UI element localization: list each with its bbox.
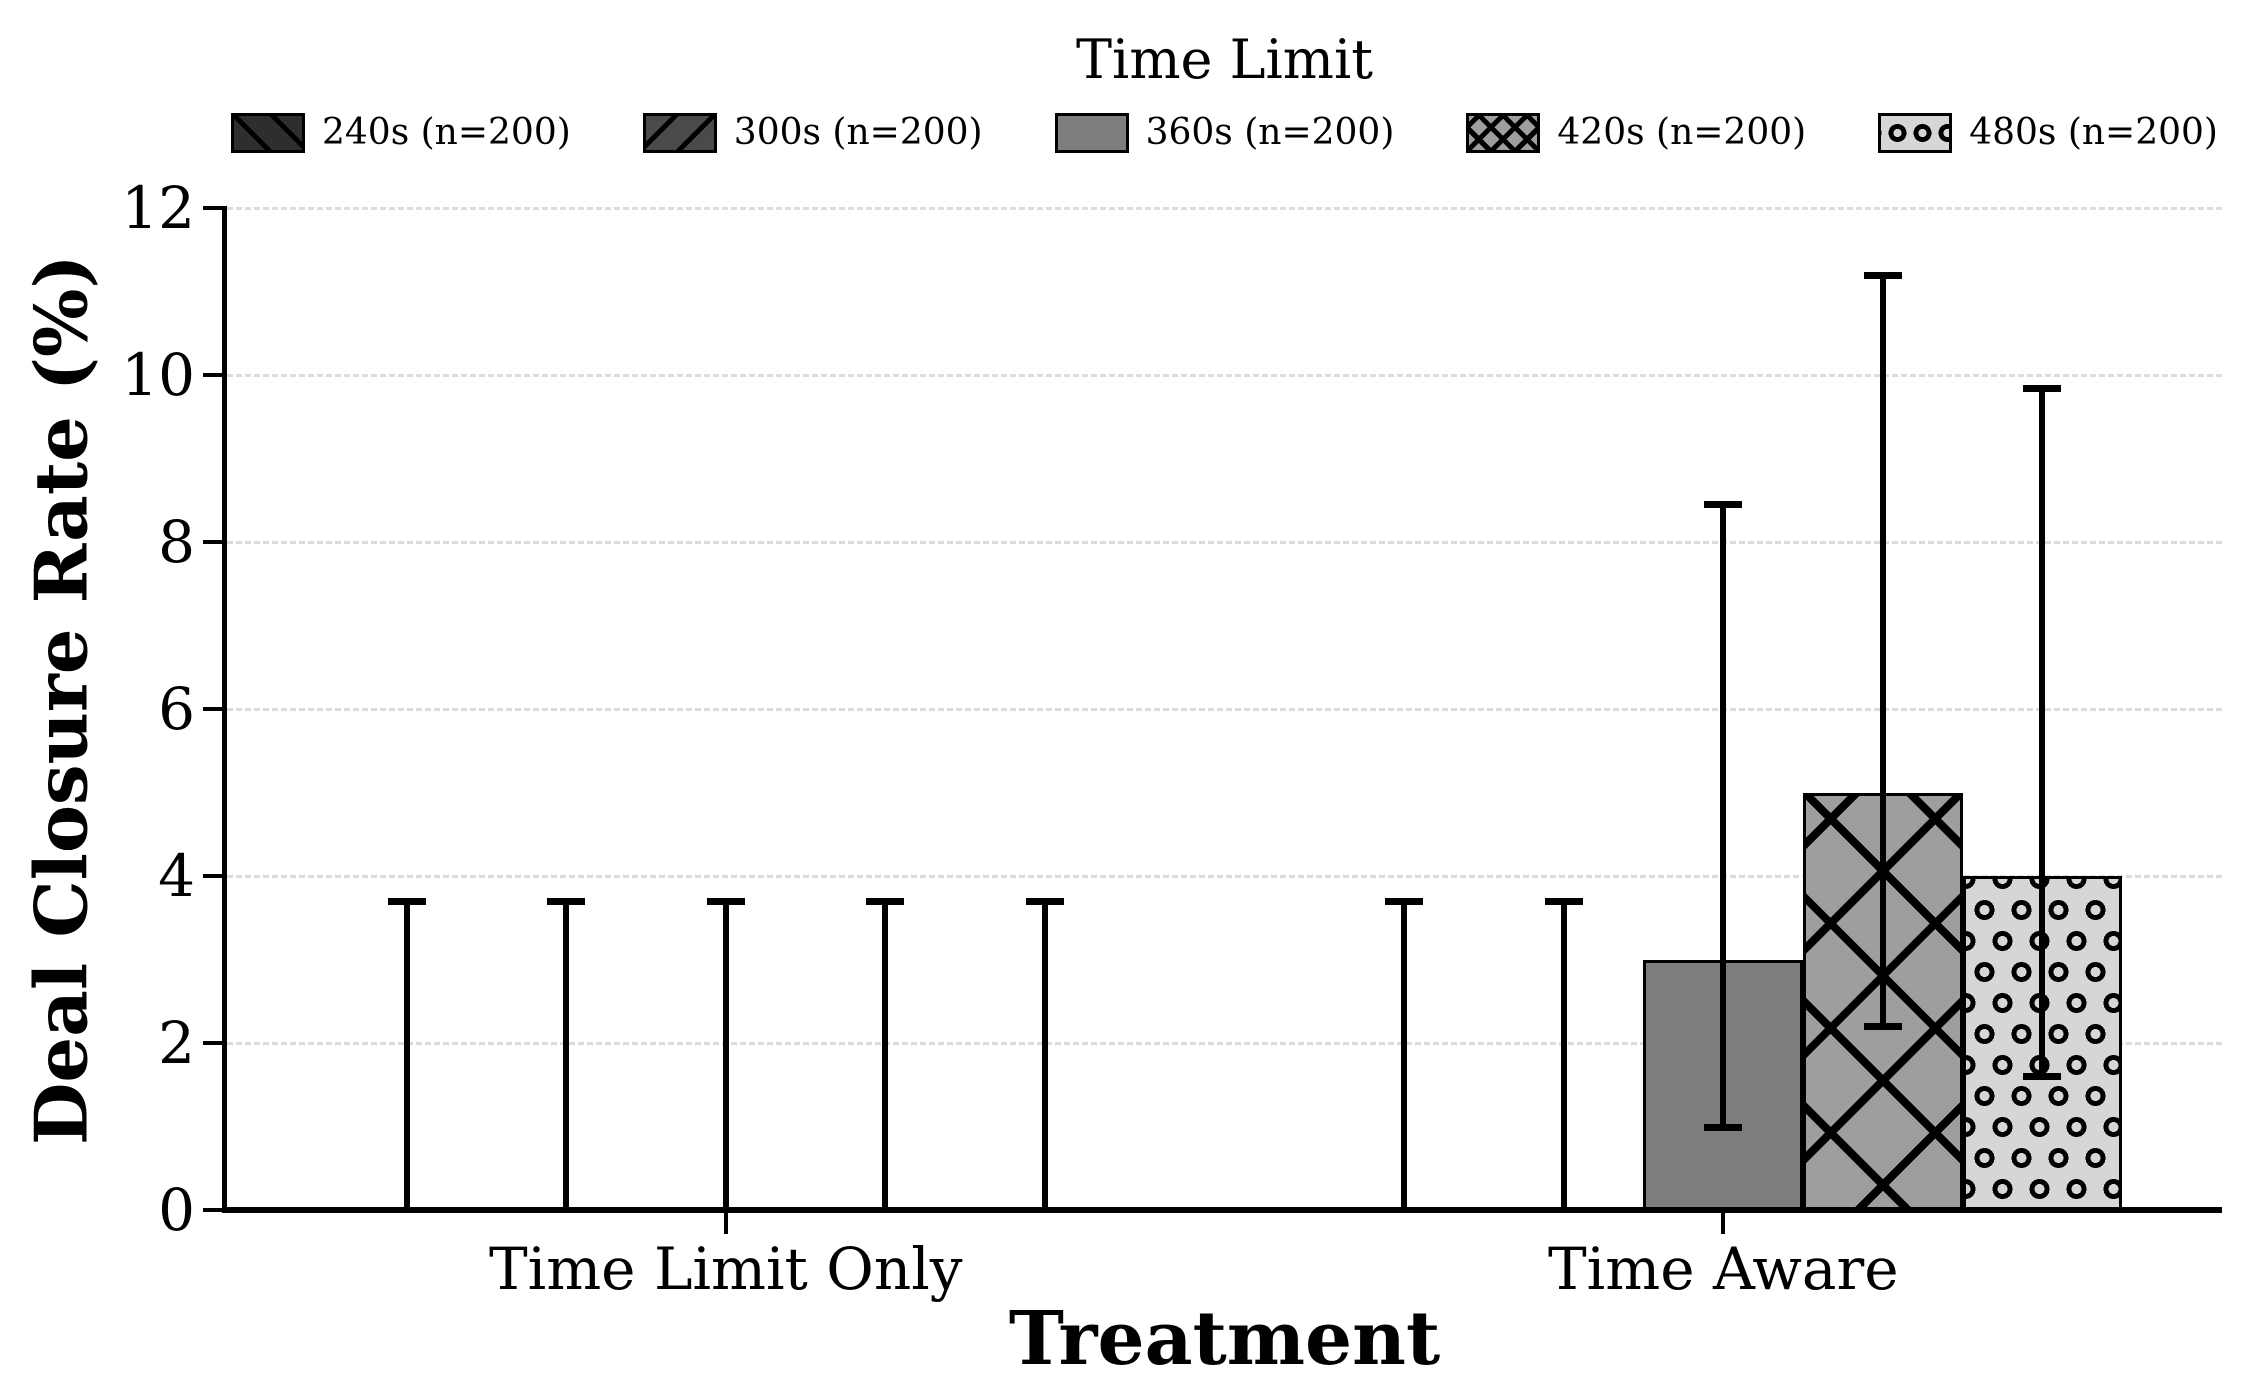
error-bar-time-aware-480s xyxy=(2039,387,2046,1077)
legend: 240s (n=200) 300s (n=200) 360s (n=200) 420s… xyxy=(227,112,2222,153)
legend-label: 240s (n=200) xyxy=(322,112,571,153)
error-bar-cap-top xyxy=(1544,898,1583,906)
y-tick-12 xyxy=(203,206,227,210)
gridline-y-4 xyxy=(227,874,2222,878)
legend-item-420s: 420s (n=200) xyxy=(1466,112,1806,153)
y-axis-spine xyxy=(222,208,227,1210)
legend-swatch-360s xyxy=(1054,112,1129,153)
error-bar-cap-top xyxy=(1385,898,1424,906)
error-bar-time-limit-only-480s xyxy=(1041,901,1048,1210)
legend-title: Time Limit xyxy=(1076,28,1373,91)
legend-label: 480s (n=200) xyxy=(1969,112,2218,153)
error-bar-time-limit-only-240s xyxy=(403,901,410,1210)
error-bar-cap-bottom xyxy=(2023,1073,2062,1081)
y-tick-label-4: 4 xyxy=(158,842,195,910)
error-bar-cap-top xyxy=(866,898,905,906)
error-bar-cap-top xyxy=(1025,898,1064,906)
error-bar-cap-bottom xyxy=(1704,1123,1743,1131)
gridline-y-12 xyxy=(227,206,2222,210)
error-bar-cap-top xyxy=(706,898,745,906)
legend-label: 360s (n=200) xyxy=(1145,112,1395,153)
error-bar-cap-top xyxy=(1704,501,1743,509)
error-bar-time-aware-360s xyxy=(1720,504,1727,1127)
y-tick-8 xyxy=(203,540,227,544)
legend-label: 300s (n=200) xyxy=(733,112,983,153)
error-bar-time-limit-only-360s xyxy=(722,901,729,1210)
y-tick-label-6: 6 xyxy=(158,675,195,743)
legend-swatch-300s xyxy=(642,112,717,153)
legend-swatch-480s xyxy=(1878,112,1953,153)
gridline-y-2 xyxy=(227,1041,2222,1045)
error-bar-cap-top xyxy=(547,898,586,906)
error-bar-time-aware-240s xyxy=(1401,901,1408,1210)
legend-item-360s: 360s (n=200) xyxy=(1054,112,1395,153)
x-axis-label: Treatment xyxy=(1008,1296,1441,1382)
error-bar-time-aware-300s xyxy=(1560,901,1567,1210)
y-tick-10 xyxy=(203,373,227,377)
legend-swatch-240s xyxy=(231,112,305,153)
gridline-y-8 xyxy=(227,540,2222,544)
legend-item-300s: 300s (n=200) xyxy=(642,112,983,153)
legend-swatch-420s xyxy=(1466,112,1541,153)
x-tick-time-aware xyxy=(1721,1210,1726,1234)
legend-item-240s: 240s (n=200) xyxy=(231,112,571,153)
y-tick-label-8: 8 xyxy=(158,508,195,576)
y-tick-4 xyxy=(203,874,227,878)
y-tick-label-10: 10 xyxy=(121,341,195,409)
x-tick-label-time-limit-only: Time Limit Only xyxy=(488,1235,963,1303)
error-bar-cap-top xyxy=(2023,384,2062,392)
x-tick-time-limit-only xyxy=(723,1210,728,1234)
legend-label: 420s (n=200) xyxy=(1557,112,1807,153)
x-axis-spine xyxy=(222,1207,2222,1213)
error-bar-cap-top xyxy=(387,898,426,906)
y-tick-label-12: 12 xyxy=(121,174,195,242)
legend-item-480s: 480s (n=200) xyxy=(1878,112,2218,153)
error-bar-time-limit-only-300s xyxy=(563,901,570,1210)
y-tick-label-0: 0 xyxy=(158,1176,195,1244)
x-tick-label-time-aware: Time Aware xyxy=(1547,1235,1899,1303)
gridline-y-6 xyxy=(227,707,2222,711)
error-bar-cap-top xyxy=(1863,271,1902,279)
y-tick-2 xyxy=(203,1041,227,1045)
error-bar-cap-bottom xyxy=(1863,1023,1902,1031)
y-axis-label: Deal Closure Rate (%) xyxy=(18,254,104,1146)
error-bar-time-limit-only-420s xyxy=(882,901,889,1210)
error-bar-time-aware-420s xyxy=(1879,274,1886,1027)
y-tick-label-2: 2 xyxy=(158,1009,195,1077)
gridline-y-10 xyxy=(227,373,2222,377)
y-tick-6 xyxy=(203,707,227,711)
y-tick-0 xyxy=(203,1208,227,1212)
